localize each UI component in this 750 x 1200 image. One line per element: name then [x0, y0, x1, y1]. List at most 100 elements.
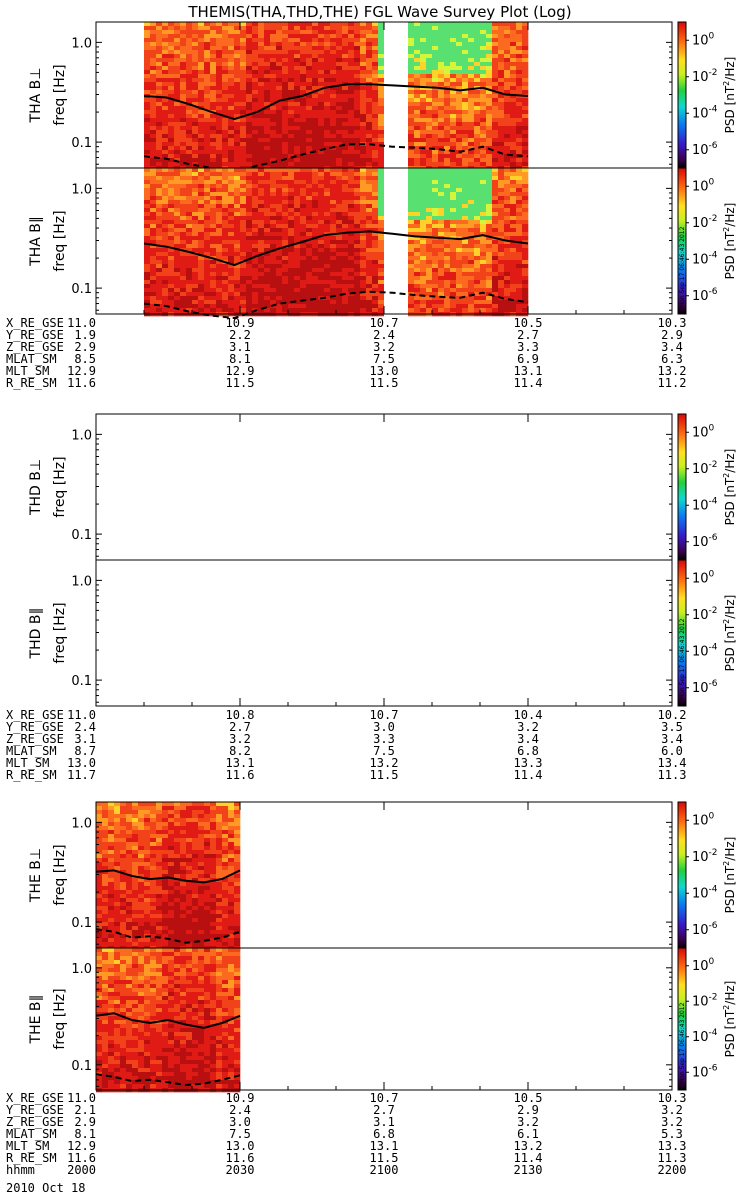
ephemeris-value: 6.0	[661, 744, 683, 758]
time-tick-label: 2100	[370, 1163, 399, 1177]
colorbar-tick-label: 10-2	[692, 606, 718, 623]
colorbar-tick-label: 10-4	[692, 642, 718, 659]
ephemeris-value: 11.6	[226, 768, 255, 782]
lower-frequency-line	[95, 928, 241, 944]
ephemeris-value: 11.6	[67, 376, 96, 390]
ephemeris-value: 13.2	[658, 364, 687, 378]
ephemeris-value: 13.3	[514, 756, 543, 770]
y-tick-label: 1.0	[71, 574, 92, 589]
ephemeris-value: 2.1	[74, 1103, 96, 1117]
colorbar-tick-label: 10-4	[692, 250, 718, 267]
ephemeris-value: 13.1	[226, 756, 255, 770]
ephemeris-value: 6.9	[517, 352, 539, 366]
spectrogram-cells	[96, 948, 241, 1093]
colorbar-tick-label: 10-2	[692, 460, 718, 477]
ephemeris-value: 11.5	[370, 376, 399, 390]
colorbar-tick-label: 10-4	[692, 1028, 718, 1045]
y-axis-label: freq [Hz]	[52, 210, 68, 271]
ephemeris-value: 3.1	[74, 732, 96, 746]
ephemeris-value: 13.4	[658, 756, 687, 770]
y-axis-label: freq [Hz]	[52, 988, 68, 1049]
ephemeris-row-label: MLAT_SM	[6, 1127, 57, 1141]
y-tick-label: 1.0	[71, 182, 92, 197]
ephemeris-value: 10.4	[514, 708, 543, 722]
ephemeris-value: 11.6	[67, 1151, 96, 1165]
y-axis-label: freq [Hz]	[52, 844, 68, 905]
ephemeris-row-label: X_RE_GSE	[6, 1091, 64, 1105]
ephemeris-row-label: Y_RE_GSE	[6, 1103, 64, 1117]
colorbar-label: PSD [nT2/Hz]	[722, 837, 737, 914]
y-axis-label: freq [Hz]	[52, 456, 68, 517]
y-axis-label: freq [Hz]	[52, 602, 68, 663]
colorbar-gradient	[677, 801, 687, 949]
ephemeris-value: 3.0	[229, 1115, 251, 1129]
ephemeris-value: 11.0	[67, 1091, 96, 1105]
ephemeris-row-label: MLAT_SM	[6, 352, 57, 366]
ephemeris-value: 3.2	[229, 732, 251, 746]
ephemeris-row-label: R_RE_SM	[6, 1151, 57, 1165]
ephemeris-row-label: X_RE_GSE	[6, 316, 64, 330]
ephemeris-value: 8.5	[74, 352, 96, 366]
ephemeris-value: 11.6	[226, 1151, 255, 1165]
colorbar-tick-label: 10-6	[692, 1063, 718, 1080]
ephemeris-value: 13.0	[226, 1139, 255, 1153]
ephemeris-value: 3.2	[373, 340, 395, 354]
ephemeris-table: X_RE_GSE 11.0 10.9 10.7 10.5 10.3Y_RE_GSE 1.9 2…	[6, 316, 686, 390]
upper-frequency-line	[95, 1012, 241, 1029]
ephemeris-value: 10.8	[226, 708, 255, 722]
panel-label: THE B⊥	[28, 848, 44, 903]
colorbar-tick-label: 10-4	[692, 104, 718, 121]
colorbar-tick-label: 10-2	[692, 992, 718, 1009]
colorbar-tick-label: 100	[692, 569, 715, 586]
y-tick-label: 0.1	[71, 1059, 92, 1074]
ephemeris-value: 12.9	[226, 364, 255, 378]
ephemeris-value: 8.2	[229, 744, 251, 758]
ephemeris-row-label: Y_RE_GSE	[6, 328, 64, 342]
upper-frequency-line	[143, 83, 529, 121]
spectrogram-cells	[144, 22, 529, 171]
ephemeris-value: 11.7	[67, 768, 96, 782]
colorbar-label: PSD [nT2/Hz]	[722, 595, 737, 672]
ephemeris-value: 12.9	[67, 1139, 96, 1153]
spectrogram-panel: 0.1 1.0 THA B∥ freq [Hz] 100 10-2 10-4 10-6 PSD …	[28, 22, 737, 320]
ephemeris-value: 2.9	[517, 1103, 539, 1117]
colorbar-tick-label: 10-2	[692, 848, 718, 865]
spectrogram-panel: 0.1 1.0 THE B⊥ freq [Hz] 100 10-2 10-4 10-6 PSD …	[28, 801, 737, 951]
colorbar-tick-label: 100	[692, 811, 715, 828]
colorbar: 100 10-2 10-4 10-6 PSD [nT2/Hz]	[677, 21, 737, 169]
ephemeris-value: 11.4	[514, 1151, 543, 1165]
colorbar-label: PSD [nT2/Hz]	[722, 57, 737, 134]
ephemeris-value: 5.3	[661, 1127, 683, 1141]
ephemeris-value: 8.7	[74, 744, 96, 758]
ephemeris-value: 3.3	[373, 732, 395, 746]
colorbar-tick-label: 10-6	[692, 287, 718, 304]
lower-frequency-line	[143, 143, 529, 174]
colorbar-tick-label: 10-6	[692, 141, 718, 158]
time-axis-label: hhmm	[6, 1163, 35, 1177]
y-tick-label: 0.1	[71, 916, 92, 931]
ephemeris-value: 10.9	[226, 316, 255, 330]
ephemeris-value: 11.3	[658, 1151, 687, 1165]
colorbar-tick-label: 10-4	[692, 496, 718, 513]
spectrogram-panel: 0.1 1.0 THD B∥ freq [Hz] 100 10-2 10-4 10-6 PSD …	[28, 414, 737, 707]
colorbar-tick-label: 100	[692, 423, 715, 440]
ephemeris-value: 13.0	[370, 364, 399, 378]
ephemeris-value: 3.2	[517, 1115, 539, 1129]
ephemeris-row-label: Z_RE_GSE	[6, 732, 64, 746]
ephemeris-value: 2.4	[229, 1103, 251, 1117]
ephemeris-value: 10.9	[226, 1091, 255, 1105]
ephemeris-value: 2.4	[74, 720, 96, 734]
ephemeris-row-label: Y_RE_GSE	[6, 720, 64, 734]
ephemeris-value: 2.7	[229, 720, 251, 734]
ephemeris-value: 1.9	[74, 328, 96, 342]
ephemeris-value: 10.7	[370, 316, 399, 330]
y-tick-label: 0.1	[71, 528, 92, 543]
ephemeris-value: 8.1	[229, 352, 251, 366]
chart-title: THEMIS(THA,THD,THE) FGL Wave Survey Plot…	[187, 3, 571, 21]
spectrogram-panel: 0.1 1.0 THA B⊥ freq [Hz] 100 10-2 10-4 10-6 PSD …	[28, 21, 737, 174]
colorbar-gradient	[677, 167, 687, 315]
upper-frequency-line	[95, 869, 241, 884]
ephemeris-value: 6.3	[661, 352, 683, 366]
ephemeris-value: 6.1	[517, 1127, 539, 1141]
colorbar-label: PSD [nT2/Hz]	[722, 203, 737, 280]
